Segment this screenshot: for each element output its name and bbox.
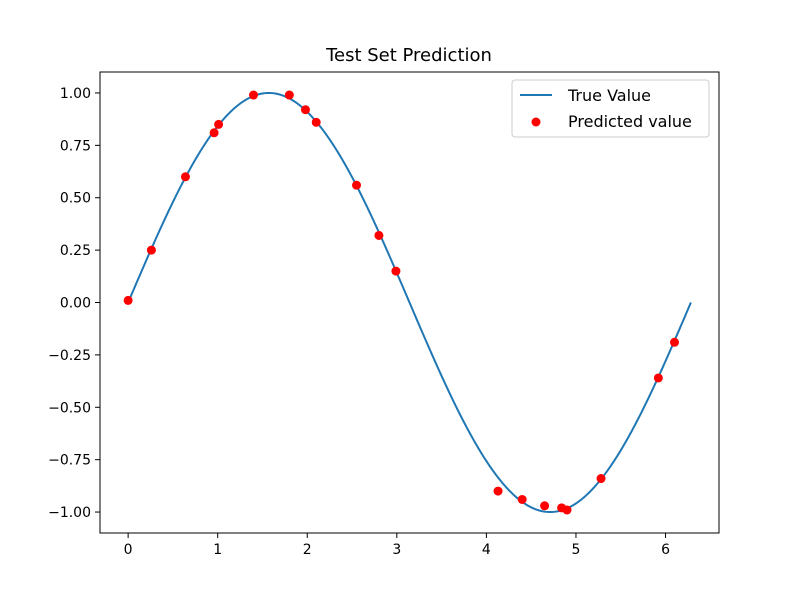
data-point-predicted <box>562 505 572 515</box>
data-point-predicted <box>669 337 679 347</box>
data-point-predicted <box>352 180 362 190</box>
data-point-predicted <box>596 474 606 484</box>
legend-label-true-value: True Value <box>567 86 651 105</box>
data-point-predicted <box>653 373 663 383</box>
legend-box <box>511 79 710 138</box>
y-tick-label: 1.00 <box>60 86 91 102</box>
axes: 0 1 2 3 4 5 6 1.00 0.75 0.50 0.25 0.00 −0.25 −0.50 −0.… <box>48 71 720 558</box>
data-point-predicted <box>493 486 503 496</box>
legend: True Value Predicted value <box>511 79 710 138</box>
y-tick-label: −0.50 <box>48 400 91 416</box>
legend-label-predicted-value: Predicted value <box>568 112 692 131</box>
y-tick-label: 0.00 <box>60 296 91 312</box>
data-point-predicted <box>517 494 527 504</box>
data-point-predicted <box>540 501 550 511</box>
data-point-predicted <box>249 90 259 100</box>
data-point-predicted <box>214 119 224 129</box>
y-tick-label: −0.75 <box>48 453 91 469</box>
plot-area <box>123 90 692 515</box>
data-point-predicted <box>391 266 401 276</box>
data-point-predicted <box>123 295 133 305</box>
chart-title: Test Set Prediction <box>325 45 492 66</box>
data-point-predicted <box>311 117 321 127</box>
data-point-predicted <box>374 230 384 240</box>
y-tick-label: 0.75 <box>60 138 91 154</box>
data-point-predicted <box>300 105 310 115</box>
x-tick-label: 5 <box>572 542 581 558</box>
y-tick-label: −1.00 <box>48 505 91 521</box>
y-tick-label: 0.50 <box>60 191 91 207</box>
x-tick-label: 0 <box>124 542 133 558</box>
y-tick-label: −0.25 <box>48 348 91 364</box>
legend-marker-swatch <box>531 117 541 127</box>
x-tick-label: 4 <box>482 542 491 558</box>
data-point-predicted <box>284 90 294 100</box>
data-point-predicted <box>180 172 190 182</box>
series-line-true-value <box>127 91 692 514</box>
x-tick-label: 3 <box>392 542 401 558</box>
data-point-predicted <box>146 245 156 255</box>
x-tick-label: 2 <box>303 542 312 558</box>
x-tick-label: 1 <box>213 542 222 558</box>
y-tick-label: 0.25 <box>60 243 91 259</box>
x-tick-label: 6 <box>661 542 670 558</box>
data-point-predicted <box>209 128 219 138</box>
